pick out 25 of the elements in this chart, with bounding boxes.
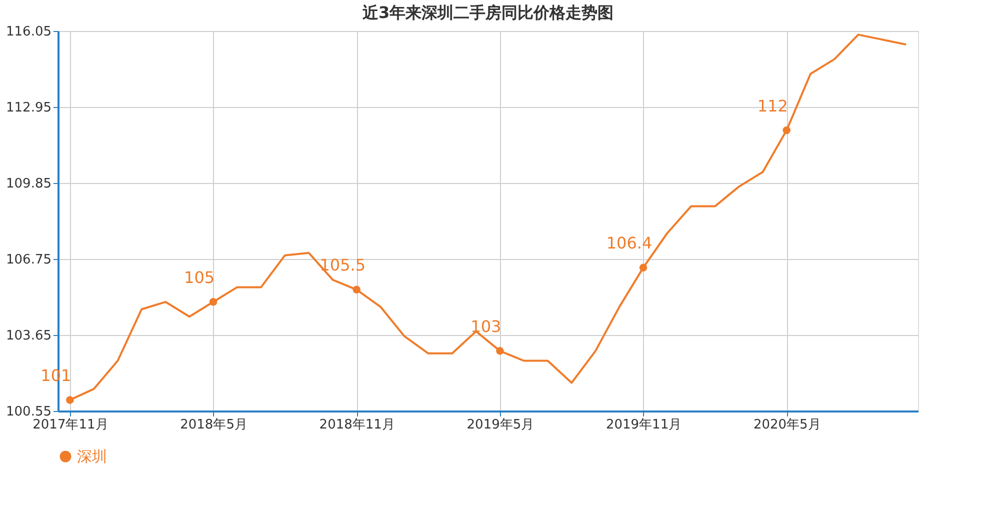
point [782,126,790,134]
point [639,264,648,272]
point [209,298,218,306]
data-label: 105 [184,268,215,287]
y-tick-label: 116.05 [6,24,52,40]
point [66,396,74,404]
point [352,286,360,294]
data-label: 106.4 [606,234,652,253]
x-tick-label: 2019年5月 [466,418,534,432]
chart-title: 近3年来深圳二手房同比价格走势图 [361,3,614,22]
legend-label: 深圳 [77,448,107,466]
data-label: 105.5 [320,256,366,275]
x-tick-label: 2019年11月 [606,418,682,432]
x-tick-label: 2018年5月 [180,418,248,432]
y-tick-label: 103.65 [6,328,52,344]
x-tick-label: 2020年5月 [753,418,821,432]
y-tick-label: 109.85 [6,176,52,192]
data-label: 112 [757,96,788,116]
x-tick-label: 2017年11月 [32,418,108,432]
y-tick-label: 112.95 [6,100,52,116]
y-tick-label: 100.55 [6,404,52,420]
data-label: 103 [470,316,502,336]
x-tick-label: 2018年11月 [319,418,395,432]
y-tick-label: 106.75 [6,252,52,268]
point [496,347,504,355]
